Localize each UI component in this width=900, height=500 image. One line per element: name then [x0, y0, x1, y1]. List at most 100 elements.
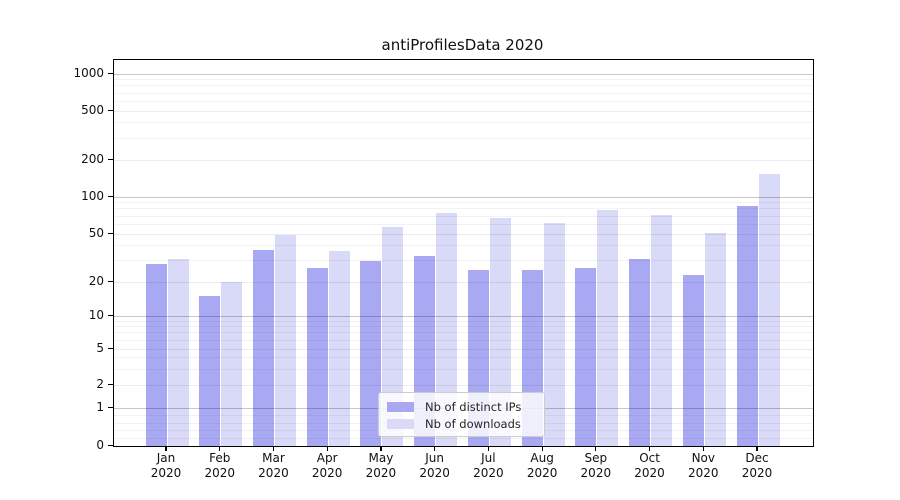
bar-jun-downloads: [436, 213, 458, 446]
y-tick-mark-2: [108, 383, 113, 385]
y-tick-mark-500: [108, 109, 113, 111]
y-tick-label-20: 20: [88, 274, 104, 288]
y-tick-mark-20: [108, 280, 113, 282]
gridline-70: [114, 215, 813, 217]
bar-apr-downloads: [328, 251, 350, 446]
gridline-40: [114, 245, 813, 247]
gridline-30: [114, 260, 813, 262]
plot-area: [113, 59, 814, 447]
x-tick-label-apr: Apr 2020: [311, 451, 343, 480]
y-tick-label-500: 500: [81, 103, 104, 117]
gridline-10: [114, 315, 813, 317]
y-tick-mark-100: [108, 195, 113, 197]
y-tick-label-5: 5: [96, 341, 104, 355]
bar-dec-downloads: [758, 173, 780, 446]
bar-jul-downloads: [489, 217, 511, 446]
bar-jan-downloads: [167, 259, 189, 446]
x-tick-mark-dec: [756, 446, 758, 451]
legend-swatch-distinct-ips: [387, 402, 414, 412]
x-tick-mark-nov: [702, 446, 704, 451]
x-tick-label-mar: Mar 2020: [258, 451, 289, 480]
y-tick-label-50: 50: [88, 226, 104, 240]
y-tick-mark-1: [108, 406, 113, 408]
bar-dec-distinct-ips: [736, 206, 758, 446]
x-tick-mark-jan: [165, 446, 167, 451]
gridline-5: [114, 348, 813, 350]
gridline-600: [114, 100, 813, 102]
y-tick-label-1: 1: [96, 400, 104, 414]
bar-apr-distinct-ips: [306, 268, 328, 446]
legend-swatch-downloads: [387, 419, 414, 429]
gridline-300: [114, 137, 813, 139]
x-tick-mark-feb: [219, 446, 221, 451]
legend-row-downloads: Nb of downloads: [379, 416, 544, 432]
bar-sep-downloads: [597, 209, 619, 446]
gridline-3: [114, 368, 813, 370]
x-tick-label-dec: Dec 2020: [741, 451, 773, 480]
legend-label-downloads: Nb of downloads: [425, 417, 521, 431]
legend-label-distinct-ips: Nb of distinct IPs: [425, 400, 522, 414]
gridline-0.2: [114, 437, 813, 439]
x-tick-mark-jul: [487, 446, 489, 451]
y-tick-label-0: 0: [96, 438, 104, 452]
gridline-500: [114, 110, 813, 112]
bar-oct-downloads: [651, 214, 673, 446]
legend: Nb of distinct IPs Nb of downloads: [378, 392, 545, 437]
y-tick-label-10: 10: [88, 308, 104, 322]
legend-row-distinct-ips: Nb of distinct IPs: [379, 399, 544, 415]
gridline-200: [114, 159, 813, 161]
x-tick-mark-oct: [648, 446, 651, 451]
bar-feb-distinct-ips: [199, 296, 221, 446]
gridline-60: [114, 223, 813, 225]
bar-nov-distinct-ips: [682, 274, 704, 446]
x-tick-mark-jun: [434, 446, 436, 451]
bar-sep-distinct-ips: [575, 268, 597, 446]
x-tick-mark-may: [380, 446, 382, 451]
x-tick-mark-sep: [595, 446, 597, 451]
y-tick-label-200: 200: [81, 152, 104, 166]
gridline-4: [114, 357, 813, 359]
gridline-7: [114, 332, 813, 334]
x-tick-label-jul: Jul 2020: [473, 451, 504, 480]
y-tick-mark-10: [108, 314, 113, 316]
bar-feb-downloads: [221, 282, 243, 446]
bar-jan-distinct-ips: [145, 264, 167, 446]
y-tick-label-1000: 1000: [73, 66, 104, 80]
x-tick-mark-apr: [326, 446, 328, 451]
gridline-900: [114, 79, 813, 81]
bar-mar-distinct-ips: [252, 249, 274, 446]
y-tick-mark-1000: [108, 72, 113, 74]
x-tick-label-jun: Jun 2020: [419, 451, 450, 480]
gridline-800: [114, 85, 813, 87]
bar-may-distinct-ips: [360, 260, 382, 446]
gridline-90: [114, 202, 813, 204]
gridline-6: [114, 339, 813, 341]
gridline-80: [114, 208, 813, 210]
gridline-50: [114, 233, 813, 235]
x-tick-label-nov: Nov 2020: [688, 451, 719, 480]
y-tick-mark-0: [108, 444, 113, 446]
chart-title: antiProfilesData 2020: [381, 36, 544, 54]
gridline-8: [114, 326, 813, 328]
bar-aug-downloads: [543, 223, 565, 446]
bar-nov-downloads: [704, 232, 726, 446]
gridline-20: [114, 281, 813, 283]
gridline-400: [114, 122, 813, 124]
x-tick-label-may: May 2020: [365, 451, 397, 480]
x-tick-label-oct: Oct 2020: [634, 451, 665, 480]
x-tick-label-feb: Feb 2020: [204, 451, 235, 480]
gridline-100: [114, 196, 813, 198]
x-tick-label-sep: Sep 2020: [580, 451, 612, 480]
x-tick-label-jan: Jan 2020: [150, 451, 182, 480]
y-tick-label-100: 100: [81, 189, 104, 203]
x-tick-mark-aug: [541, 446, 543, 451]
bar-mar-downloads: [274, 235, 296, 446]
bar-may-downloads: [382, 227, 404, 446]
y-tick-mark-50: [108, 232, 113, 234]
y-tick-mark-5: [108, 347, 113, 349]
gridline-700: [114, 92, 813, 94]
gridline-9: [114, 320, 813, 322]
bar-oct-distinct-ips: [629, 259, 651, 446]
y-tick-label-2: 2: [96, 377, 104, 391]
